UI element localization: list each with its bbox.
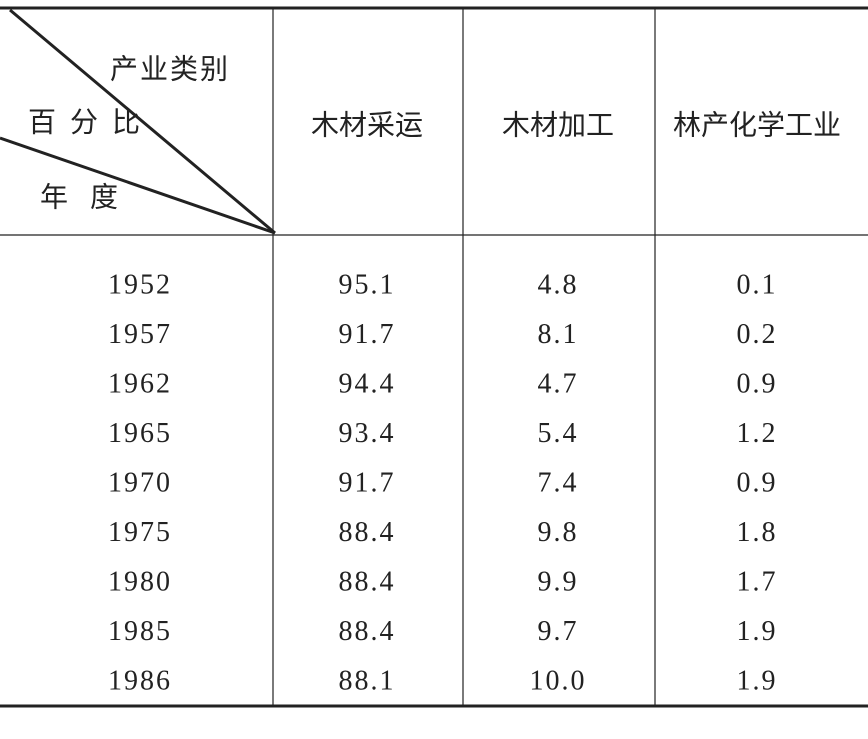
- value-cell: 88.1: [339, 665, 396, 696]
- value-cell: 91.7: [339, 319, 396, 350]
- value-cell: 94.4: [339, 368, 396, 399]
- corner-diagonal: [0, 136, 276, 235]
- corner-rows-label: 年度: [40, 181, 140, 213]
- value-cell: 10.0: [530, 665, 587, 696]
- value-cell: 91.7: [339, 467, 396, 498]
- year-cell: 1965: [108, 418, 172, 449]
- value-cell: 4.7: [538, 368, 579, 399]
- value-cell: 0.9: [737, 368, 778, 399]
- value-cell: 88.4: [339, 517, 396, 548]
- value-cell: 1.9: [737, 665, 778, 696]
- value-cell: 88.4: [339, 616, 396, 647]
- value-cell: 4.8: [538, 269, 579, 300]
- value-cell: 7.4: [538, 467, 579, 498]
- value-cell: 8.1: [538, 319, 579, 350]
- value-cell: 1.9: [737, 616, 778, 647]
- column-header: 林产化学工业: [673, 109, 841, 141]
- value-cell: 0.1: [737, 269, 778, 300]
- corner-columns-label: 产业类别: [110, 53, 230, 85]
- year-cell: 1970: [108, 467, 172, 498]
- value-cell: 88.4: [339, 566, 396, 597]
- corner-unit-label: 百分比: [28, 106, 154, 138]
- year-cell: 1957: [108, 319, 172, 350]
- column-header: 木材加工: [502, 109, 614, 141]
- table-body: 木材采运 木材加工 林产化学工业 1952 95.1 4.8 0.1 1957 91.7 8.1 0…: [108, 109, 841, 696]
- corner-diagonal: [9, 8, 276, 235]
- value-cell: 1.7: [737, 566, 778, 597]
- value-cell: 9.7: [538, 616, 579, 647]
- year-cell: 1975: [108, 517, 172, 548]
- year-cell: 1985: [108, 616, 172, 647]
- value-cell: 1.2: [737, 418, 778, 449]
- value-cell: 1.8: [737, 517, 778, 548]
- column-header: 木材采运: [311, 109, 423, 141]
- year-cell: 1962: [108, 368, 172, 399]
- year-cell: 1952: [108, 269, 172, 300]
- value-cell: 93.4: [339, 418, 396, 449]
- year-cell: 1986: [108, 665, 172, 696]
- value-cell: 0.2: [737, 319, 778, 350]
- value-cell: 95.1: [339, 269, 396, 300]
- value-cell: 0.9: [737, 467, 778, 498]
- value-cell: 9.9: [538, 566, 579, 597]
- value-cell: 5.4: [538, 418, 579, 449]
- year-cell: 1980: [108, 566, 172, 597]
- value-cell: 9.8: [538, 517, 579, 548]
